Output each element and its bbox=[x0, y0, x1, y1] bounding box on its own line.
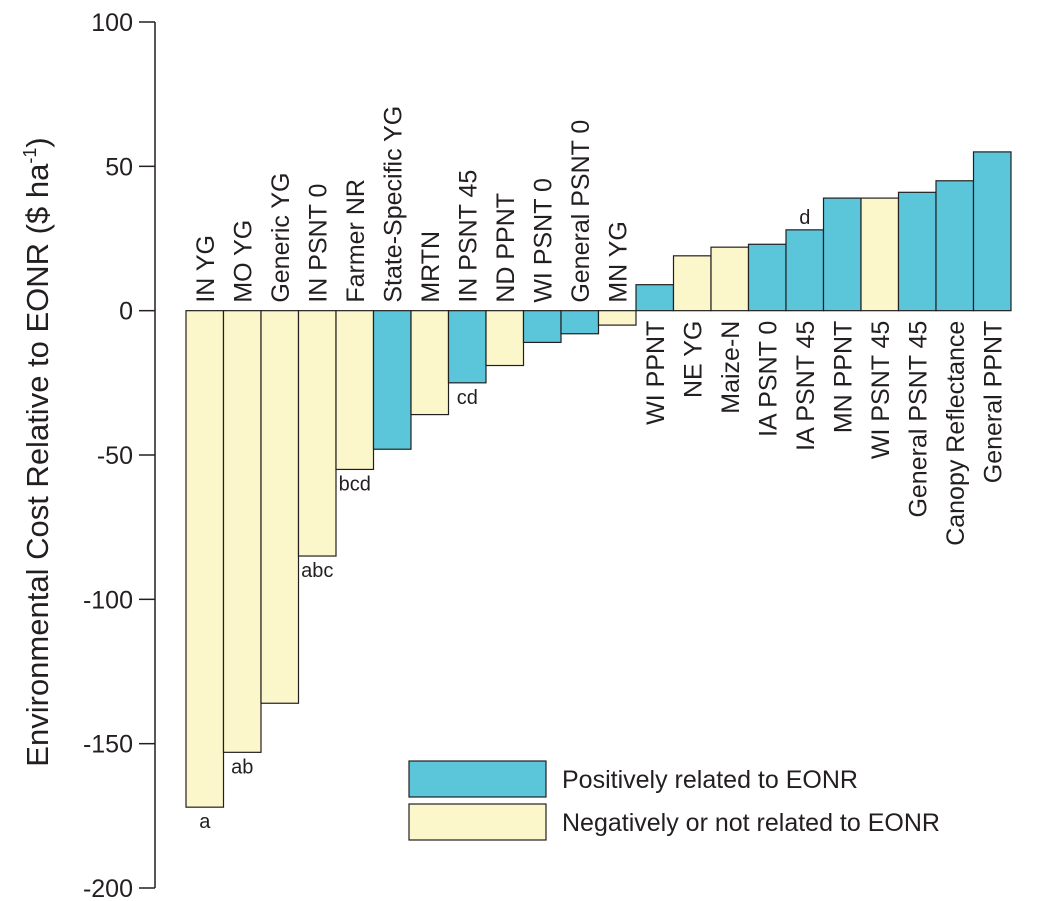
category-label: State-Specific YG bbox=[379, 106, 407, 303]
legend-label-positive: Positively related to EONR bbox=[562, 766, 858, 794]
category-label: MRTN bbox=[417, 231, 445, 303]
y-axis-title-close: ) bbox=[20, 137, 55, 147]
bar bbox=[972, 151, 1012, 312]
y-tick-label: -200 bbox=[83, 875, 133, 901]
bar bbox=[297, 310, 337, 557]
legend-swatch-negative bbox=[408, 803, 547, 841]
category-label: General PSNT 0 bbox=[567, 120, 595, 303]
category-label: Generic YG bbox=[267, 173, 295, 303]
bar bbox=[410, 310, 450, 416]
category-label: MN PPNT bbox=[829, 321, 857, 434]
y-axis-title: Environmental Cost Relative to EONR ($ h… bbox=[20, 137, 55, 766]
y-tick-label: 50 bbox=[105, 153, 133, 181]
bar bbox=[522, 310, 562, 344]
legend: Positively related to EONR Negatively or… bbox=[408, 760, 940, 841]
significance-label: a bbox=[199, 811, 211, 833]
y-axis-title-superscript: -1 bbox=[20, 148, 40, 164]
significance-label: cd bbox=[457, 387, 478, 409]
y-axis-title-text: Environmental Cost Relative to EONR ($ h… bbox=[20, 163, 55, 767]
category-label: MO YG bbox=[229, 220, 257, 303]
category-label: NE YG bbox=[679, 321, 707, 398]
category-label: General PSNT 45 bbox=[904, 321, 932, 518]
bar bbox=[222, 310, 262, 753]
category-label: IA PSNT 45 bbox=[792, 321, 820, 451]
y-tick-label: 0 bbox=[119, 298, 133, 326]
category-label: WI PSNT 45 bbox=[867, 321, 895, 459]
category-label: WI PSNT 0 bbox=[529, 178, 557, 303]
bar bbox=[372, 310, 412, 450]
bar bbox=[785, 229, 825, 312]
y-axis: 100 50 0 -50 -100 -150 -200 bbox=[83, 9, 156, 901]
significance-labels: a ab abc bcd cd d bbox=[199, 207, 810, 833]
category-label: Farmer NR bbox=[342, 179, 370, 303]
category-label: IA PSNT 0 bbox=[754, 321, 782, 437]
y-tick-label: -100 bbox=[83, 586, 133, 614]
significance-label: ab bbox=[231, 756, 253, 778]
bar bbox=[185, 310, 225, 808]
category-label: Maize-N bbox=[717, 321, 745, 414]
bar bbox=[485, 310, 525, 367]
y-tick-label: -50 bbox=[97, 442, 133, 470]
category-label: MN YG bbox=[604, 221, 632, 303]
bar bbox=[822, 197, 862, 312]
category-labels: IN YG MO YG Generic YG IN PSNT 0 Farmer NR St… bbox=[192, 106, 1008, 546]
bar bbox=[447, 310, 487, 384]
category-label: IN YG bbox=[192, 235, 220, 303]
category-label: Canopy Reflectance bbox=[942, 321, 970, 546]
bar bbox=[560, 310, 600, 335]
category-label: IN PSNT 45 bbox=[454, 170, 482, 303]
category-label: General PPNT bbox=[979, 321, 1007, 484]
bar bbox=[860, 197, 900, 312]
bars bbox=[185, 151, 1012, 808]
y-tick-label: -150 bbox=[83, 731, 133, 759]
bar bbox=[710, 246, 750, 312]
significance-label: bcd bbox=[339, 473, 371, 495]
bar bbox=[260, 310, 300, 704]
bar bbox=[635, 284, 675, 312]
category-label: WI PPNT bbox=[642, 321, 670, 425]
bar bbox=[672, 255, 712, 312]
category-label: ND PPNT bbox=[492, 193, 520, 303]
category-label: IN PSNT 0 bbox=[304, 184, 332, 303]
bar bbox=[897, 191, 937, 312]
bar bbox=[747, 243, 787, 312]
significance-label: d bbox=[799, 207, 810, 229]
y-tick-label: 100 bbox=[91, 9, 133, 37]
significance-label: abc bbox=[301, 560, 333, 582]
bar bbox=[597, 310, 637, 326]
bar bbox=[935, 180, 975, 312]
legend-swatch-positive bbox=[408, 760, 547, 798]
bar bbox=[335, 310, 375, 471]
legend-label-negative: Negatively or not related to EONR bbox=[562, 809, 940, 837]
